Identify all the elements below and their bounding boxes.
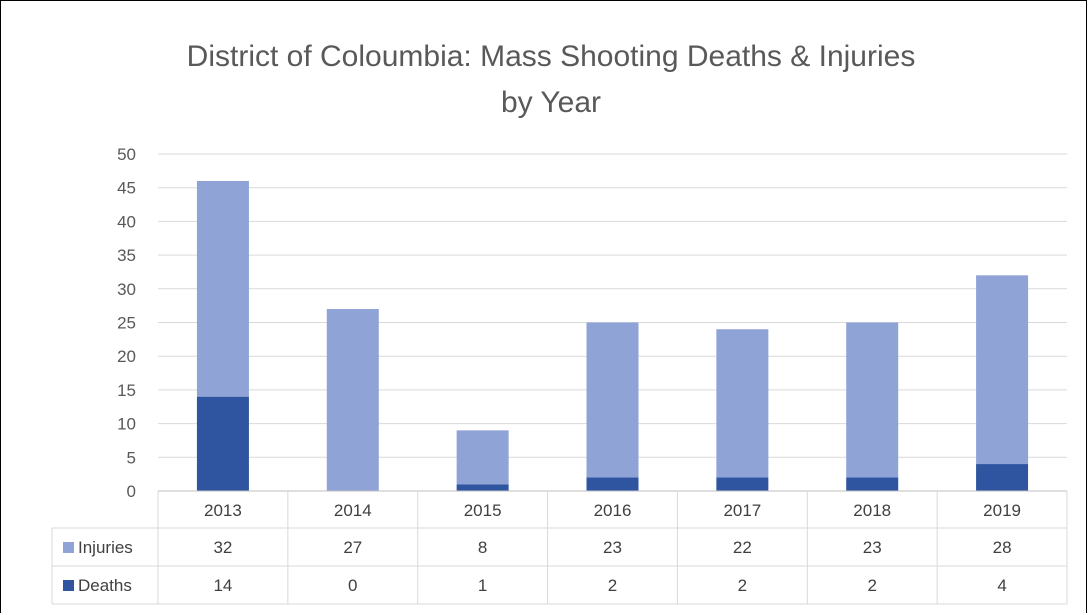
x-tick-label: 2019 bbox=[983, 501, 1021, 520]
bar-injuries-2017 bbox=[716, 329, 769, 478]
data-label: 0 bbox=[348, 576, 357, 595]
bar-injuries-2013 bbox=[196, 180, 249, 397]
x-tick-label: 2014 bbox=[334, 501, 372, 520]
bar-deaths-2017 bbox=[716, 477, 769, 491]
x-tick-label: 2017 bbox=[723, 501, 761, 520]
data-label: 28 bbox=[993, 538, 1012, 557]
legend-label-deaths: Deaths bbox=[78, 576, 132, 595]
y-tick-label: 0 bbox=[127, 482, 136, 501]
data-label: 23 bbox=[863, 538, 882, 557]
y-tick-label: 5 bbox=[127, 448, 136, 467]
y-tick-label: 40 bbox=[117, 212, 136, 231]
legend-label-injuries: Injuries bbox=[78, 538, 133, 557]
y-tick-label: 25 bbox=[117, 314, 136, 333]
data-label: 23 bbox=[603, 538, 622, 557]
bar-deaths-2015 bbox=[456, 484, 509, 491]
data-label: 4 bbox=[997, 576, 1006, 595]
data-label: 27 bbox=[343, 538, 362, 557]
x-tick-label: 2013 bbox=[204, 501, 242, 520]
x-tick-label: 2016 bbox=[594, 501, 632, 520]
bar-deaths-2016 bbox=[586, 477, 639, 491]
bar-injuries-2019 bbox=[976, 275, 1029, 465]
data-label: 22 bbox=[733, 538, 752, 557]
legend-swatch-injuries bbox=[63, 542, 74, 553]
data-label: 2 bbox=[738, 576, 747, 595]
y-tick-label: 50 bbox=[117, 145, 136, 164]
data-label: 32 bbox=[213, 538, 232, 557]
data-label: 8 bbox=[478, 538, 487, 557]
bar-injuries-2014 bbox=[326, 309, 379, 491]
y-axis: 0 5 10 15 20 25 30 35 40 45 50 bbox=[117, 145, 136, 501]
legend-swatch-deaths bbox=[63, 580, 74, 591]
bars bbox=[196, 180, 1029, 491]
bar-injuries-2015 bbox=[456, 430, 509, 485]
y-tick-label: 10 bbox=[117, 415, 136, 434]
bar-injuries-2016 bbox=[586, 322, 639, 478]
y-tick-label: 20 bbox=[117, 347, 136, 366]
y-tick-label: 45 bbox=[117, 179, 136, 198]
chart-title-line1: District of Coloumbia: Mass Shooting Dea… bbox=[187, 40, 916, 73]
data-label: 1 bbox=[478, 576, 487, 595]
data-label: 2 bbox=[608, 576, 617, 595]
bar-deaths-2013 bbox=[196, 396, 249, 491]
y-tick-label: 35 bbox=[117, 246, 136, 265]
bar-deaths-2018 bbox=[846, 477, 899, 491]
data-label: 14 bbox=[213, 576, 232, 595]
data-label: 2 bbox=[867, 576, 876, 595]
bar-deaths-2019 bbox=[976, 464, 1029, 491]
chart-title-line2: by Year bbox=[501, 86, 601, 119]
x-tick-label: 2015 bbox=[464, 501, 502, 520]
y-tick-label: 15 bbox=[117, 381, 136, 400]
y-tick-label: 30 bbox=[117, 280, 136, 299]
bar-injuries-2018 bbox=[846, 322, 899, 478]
x-tick-label: 2018 bbox=[853, 501, 891, 520]
